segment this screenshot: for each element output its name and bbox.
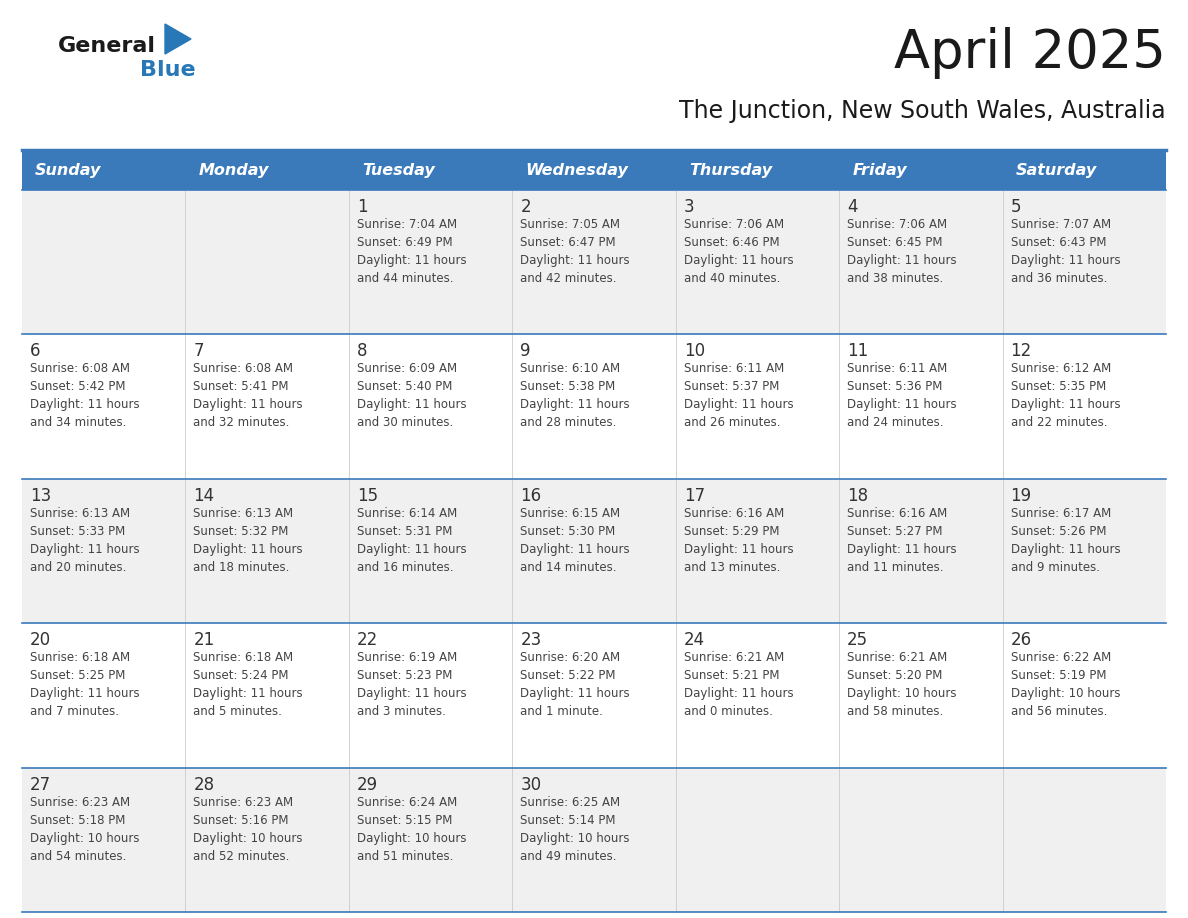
Text: 13: 13 — [30, 487, 51, 505]
Text: Sunrise: 7:06 AM
Sunset: 6:45 PM
Daylight: 11 hours
and 38 minutes.: Sunrise: 7:06 AM Sunset: 6:45 PM Dayligh… — [847, 218, 956, 285]
Text: 1: 1 — [356, 198, 367, 216]
Bar — [23, 767, 1165, 912]
Text: Sunrise: 6:21 AM
Sunset: 5:20 PM
Daylight: 10 hours
and 58 minutes.: Sunrise: 6:21 AM Sunset: 5:20 PM Dayligh… — [847, 651, 956, 718]
Bar — [23, 479, 1165, 623]
Text: Sunrise: 6:09 AM
Sunset: 5:40 PM
Daylight: 11 hours
and 30 minutes.: Sunrise: 6:09 AM Sunset: 5:40 PM Dayligh… — [356, 363, 467, 430]
Text: 6: 6 — [30, 342, 40, 361]
Text: 30: 30 — [520, 776, 542, 793]
Text: Sunrise: 6:17 AM
Sunset: 5:26 PM
Daylight: 11 hours
and 9 minutes.: Sunrise: 6:17 AM Sunset: 5:26 PM Dayligh… — [1011, 507, 1120, 574]
Text: 28: 28 — [194, 776, 215, 793]
Text: Sunrise: 7:07 AM
Sunset: 6:43 PM
Daylight: 11 hours
and 36 minutes.: Sunrise: 7:07 AM Sunset: 6:43 PM Dayligh… — [1011, 218, 1120, 285]
Text: Sunrise: 7:05 AM
Sunset: 6:47 PM
Daylight: 11 hours
and 42 minutes.: Sunrise: 7:05 AM Sunset: 6:47 PM Dayligh… — [520, 218, 630, 285]
Bar — [23, 152, 1165, 190]
Text: Blue: Blue — [140, 60, 196, 80]
Text: Sunrise: 7:04 AM
Sunset: 6:49 PM
Daylight: 11 hours
and 44 minutes.: Sunrise: 7:04 AM Sunset: 6:49 PM Dayligh… — [356, 218, 467, 285]
Text: 19: 19 — [1011, 487, 1031, 505]
Text: 20: 20 — [30, 632, 51, 649]
Text: Sunrise: 6:18 AM
Sunset: 5:24 PM
Daylight: 11 hours
and 5 minutes.: Sunrise: 6:18 AM Sunset: 5:24 PM Dayligh… — [194, 651, 303, 718]
Text: Sunrise: 6:16 AM
Sunset: 5:27 PM
Daylight: 11 hours
and 11 minutes.: Sunrise: 6:16 AM Sunset: 5:27 PM Dayligh… — [847, 507, 956, 574]
Text: Sunrise: 6:11 AM
Sunset: 5:37 PM
Daylight: 11 hours
and 26 minutes.: Sunrise: 6:11 AM Sunset: 5:37 PM Dayligh… — [684, 363, 794, 430]
Text: Sunrise: 6:23 AM
Sunset: 5:16 PM
Daylight: 10 hours
and 52 minutes.: Sunrise: 6:23 AM Sunset: 5:16 PM Dayligh… — [194, 796, 303, 863]
Text: 12: 12 — [1011, 342, 1032, 361]
Text: 25: 25 — [847, 632, 868, 649]
Text: 16: 16 — [520, 487, 542, 505]
Text: Friday: Friday — [852, 163, 906, 178]
Text: 17: 17 — [684, 487, 704, 505]
Text: Sunrise: 6:08 AM
Sunset: 5:42 PM
Daylight: 11 hours
and 34 minutes.: Sunrise: 6:08 AM Sunset: 5:42 PM Dayligh… — [30, 363, 140, 430]
Text: April 2025: April 2025 — [895, 27, 1165, 79]
Text: 10: 10 — [684, 342, 704, 361]
Text: Sunrise: 6:23 AM
Sunset: 5:18 PM
Daylight: 10 hours
and 54 minutes.: Sunrise: 6:23 AM Sunset: 5:18 PM Dayligh… — [30, 796, 139, 863]
Text: 8: 8 — [356, 342, 367, 361]
Text: 26: 26 — [1011, 632, 1031, 649]
Text: 2: 2 — [520, 198, 531, 216]
Text: Sunrise: 6:22 AM
Sunset: 5:19 PM
Daylight: 10 hours
and 56 minutes.: Sunrise: 6:22 AM Sunset: 5:19 PM Dayligh… — [1011, 651, 1120, 718]
Text: Sunrise: 6:08 AM
Sunset: 5:41 PM
Daylight: 11 hours
and 32 minutes.: Sunrise: 6:08 AM Sunset: 5:41 PM Dayligh… — [194, 363, 303, 430]
Text: Sunrise: 6:16 AM
Sunset: 5:29 PM
Daylight: 11 hours
and 13 minutes.: Sunrise: 6:16 AM Sunset: 5:29 PM Dayligh… — [684, 507, 794, 574]
Text: 29: 29 — [356, 776, 378, 793]
Text: Sunrise: 6:18 AM
Sunset: 5:25 PM
Daylight: 11 hours
and 7 minutes.: Sunrise: 6:18 AM Sunset: 5:25 PM Dayligh… — [30, 651, 140, 718]
Text: 5: 5 — [1011, 198, 1020, 216]
Text: Saturday: Saturday — [1016, 163, 1097, 178]
Text: Sunrise: 6:11 AM
Sunset: 5:36 PM
Daylight: 11 hours
and 24 minutes.: Sunrise: 6:11 AM Sunset: 5:36 PM Dayligh… — [847, 363, 956, 430]
Text: Sunrise: 6:15 AM
Sunset: 5:30 PM
Daylight: 11 hours
and 14 minutes.: Sunrise: 6:15 AM Sunset: 5:30 PM Dayligh… — [520, 507, 630, 574]
Text: 14: 14 — [194, 487, 215, 505]
Text: Monday: Monday — [198, 163, 268, 178]
Bar — [23, 334, 1165, 479]
Text: 7: 7 — [194, 342, 204, 361]
Text: 9: 9 — [520, 342, 531, 361]
Text: 21: 21 — [194, 632, 215, 649]
Text: 18: 18 — [847, 487, 868, 505]
Text: Tuesday: Tuesday — [362, 163, 435, 178]
Text: General: General — [58, 36, 156, 56]
Text: Sunrise: 6:13 AM
Sunset: 5:32 PM
Daylight: 11 hours
and 18 minutes.: Sunrise: 6:13 AM Sunset: 5:32 PM Dayligh… — [194, 507, 303, 574]
Text: Sunday: Sunday — [36, 163, 101, 178]
Text: 15: 15 — [356, 487, 378, 505]
Text: 23: 23 — [520, 632, 542, 649]
Text: Sunrise: 6:25 AM
Sunset: 5:14 PM
Daylight: 10 hours
and 49 minutes.: Sunrise: 6:25 AM Sunset: 5:14 PM Dayligh… — [520, 796, 630, 863]
Bar — [23, 190, 1165, 334]
Text: 4: 4 — [847, 198, 858, 216]
Text: Sunrise: 6:13 AM
Sunset: 5:33 PM
Daylight: 11 hours
and 20 minutes.: Sunrise: 6:13 AM Sunset: 5:33 PM Dayligh… — [30, 507, 140, 574]
Text: 27: 27 — [30, 776, 51, 793]
Text: Wednesday: Wednesday — [525, 163, 628, 178]
Text: Sunrise: 6:14 AM
Sunset: 5:31 PM
Daylight: 11 hours
and 16 minutes.: Sunrise: 6:14 AM Sunset: 5:31 PM Dayligh… — [356, 507, 467, 574]
Text: Sunrise: 6:10 AM
Sunset: 5:38 PM
Daylight: 11 hours
and 28 minutes.: Sunrise: 6:10 AM Sunset: 5:38 PM Dayligh… — [520, 363, 630, 430]
Text: Sunrise: 6:12 AM
Sunset: 5:35 PM
Daylight: 11 hours
and 22 minutes.: Sunrise: 6:12 AM Sunset: 5:35 PM Dayligh… — [1011, 363, 1120, 430]
Text: 11: 11 — [847, 342, 868, 361]
Text: Sunrise: 6:24 AM
Sunset: 5:15 PM
Daylight: 10 hours
and 51 minutes.: Sunrise: 6:24 AM Sunset: 5:15 PM Dayligh… — [356, 796, 467, 863]
Text: Thursday: Thursday — [689, 163, 772, 178]
Text: 24: 24 — [684, 632, 704, 649]
Text: 3: 3 — [684, 198, 694, 216]
Bar — [23, 623, 1165, 767]
Polygon shape — [165, 24, 191, 54]
Text: Sunrise: 6:21 AM
Sunset: 5:21 PM
Daylight: 11 hours
and 0 minutes.: Sunrise: 6:21 AM Sunset: 5:21 PM Dayligh… — [684, 651, 794, 718]
Text: The Junction, New South Wales, Australia: The Junction, New South Wales, Australia — [680, 99, 1165, 123]
Text: Sunrise: 7:06 AM
Sunset: 6:46 PM
Daylight: 11 hours
and 40 minutes.: Sunrise: 7:06 AM Sunset: 6:46 PM Dayligh… — [684, 218, 794, 285]
Text: Sunrise: 6:19 AM
Sunset: 5:23 PM
Daylight: 11 hours
and 3 minutes.: Sunrise: 6:19 AM Sunset: 5:23 PM Dayligh… — [356, 651, 467, 718]
Text: Sunrise: 6:20 AM
Sunset: 5:22 PM
Daylight: 11 hours
and 1 minute.: Sunrise: 6:20 AM Sunset: 5:22 PM Dayligh… — [520, 651, 630, 718]
Text: 22: 22 — [356, 632, 378, 649]
